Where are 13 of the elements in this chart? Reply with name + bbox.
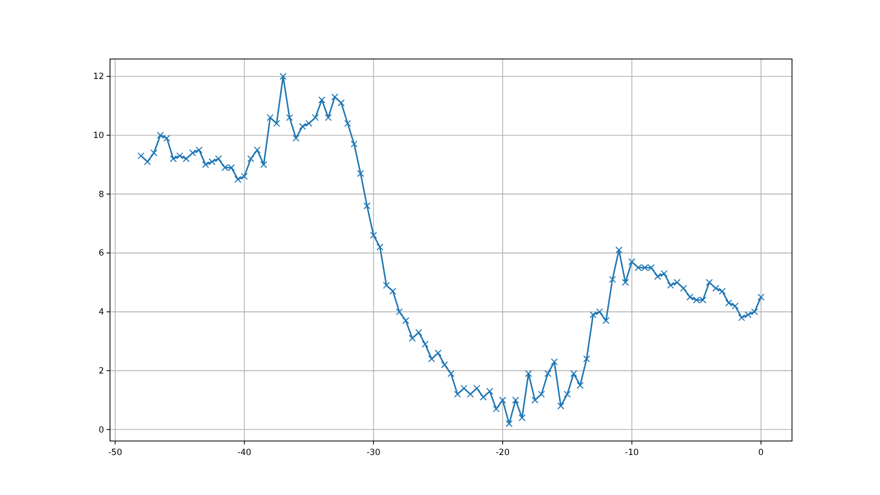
- y-tick-label: 6: [98, 248, 104, 259]
- x-tick-label: 0: [758, 448, 764, 458]
- y-tick-label: 12: [93, 72, 104, 82]
- x-tick-label: -10: [624, 448, 639, 458]
- x-tick-label: -50: [108, 448, 122, 458]
- y-tick-label: 0: [98, 425, 104, 436]
- x-tick-label: -30: [366, 448, 380, 458]
- x-tick-label: -40: [237, 448, 252, 458]
- y-tick-label: 10: [93, 130, 104, 141]
- y-tick-label: 4: [98, 308, 104, 318]
- x-tick-label: -20: [496, 448, 510, 458]
- y-tick-label: 8: [98, 190, 104, 200]
- y-tick-label: 2: [98, 366, 104, 376]
